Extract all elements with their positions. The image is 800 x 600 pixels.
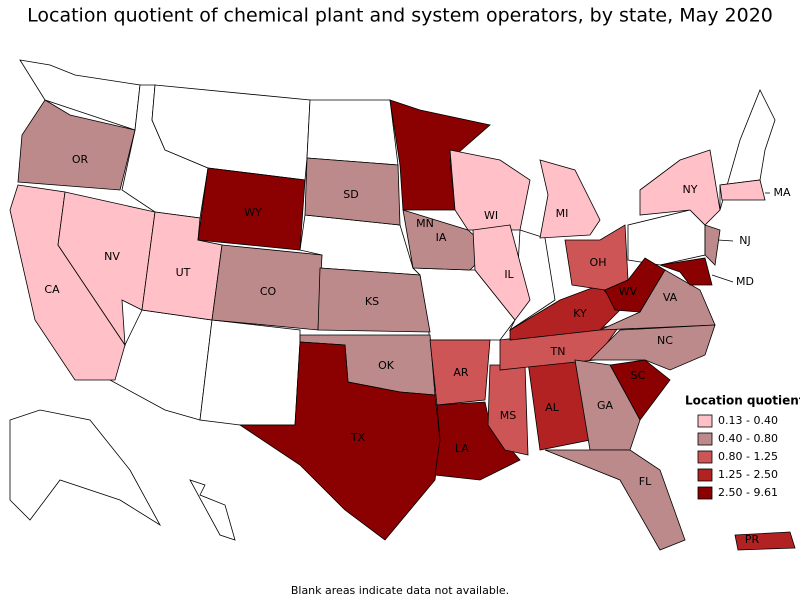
state-label: FL: [639, 475, 652, 488]
state-label: WI: [484, 209, 498, 222]
state: [734, 531, 796, 551]
state: [539, 159, 601, 239]
state: [659, 257, 713, 286]
state: [639, 149, 721, 226]
state-label: AL: [545, 401, 560, 414]
legend-label: 0.13 - 0.40: [718, 414, 778, 427]
leader-line: [711, 274, 734, 283]
state-label: TX: [350, 431, 366, 444]
leader-line: [717, 239, 734, 242]
state-label: CO: [260, 285, 277, 298]
legend-label: 0.80 - 1.25: [718, 450, 778, 463]
state: [429, 339, 491, 406]
state-label: MI: [556, 207, 569, 220]
state-label: SC: [631, 369, 646, 382]
state: [238, 341, 441, 541]
state-label: WY: [244, 206, 262, 219]
legend-swatch: [697, 414, 713, 428]
state-label: AR: [453, 366, 469, 379]
state-label: PR: [745, 533, 760, 546]
state-label: WV: [619, 285, 638, 298]
state-label: OH: [590, 256, 607, 269]
state: [719, 179, 766, 201]
state-label: MD: [736, 275, 754, 288]
legend-label: 0.40 - 0.80: [718, 432, 778, 445]
state: [704, 224, 721, 266]
state-label: MS: [500, 409, 516, 422]
state: [304, 157, 401, 226]
legend-label: 2.50 - 9.61: [718, 486, 778, 499]
map-title: Location quotient of chemical plant and …: [27, 5, 773, 27]
state-blank: [199, 319, 301, 426]
legend-title: Location quotient: [685, 394, 800, 408]
state-label: KY: [573, 307, 587, 320]
state: [574, 359, 641, 451]
state: [449, 149, 531, 231]
state-blank: [627, 209, 706, 266]
state-label: NJ: [739, 234, 750, 247]
state-blank: [9, 409, 162, 527]
state: [389, 99, 491, 211]
state-label: IL: [504, 268, 514, 281]
legend-swatch: [697, 432, 713, 446]
state-label: NV: [104, 250, 120, 263]
state-label: IA: [436, 231, 447, 244]
legend-swatch: [697, 468, 713, 482]
state-label: CA: [44, 283, 60, 296]
legend-swatch: [697, 450, 713, 464]
state-label: GA: [597, 399, 614, 412]
state-label: KS: [365, 295, 379, 308]
state-label: UT: [176, 266, 191, 279]
state: [197, 167, 306, 251]
state-label: LA: [455, 442, 469, 455]
states: [9, 59, 796, 551]
state-blank: [306, 99, 399, 166]
state-label: SD: [343, 188, 358, 201]
state-blank: [109, 309, 213, 421]
state-label: OR: [72, 153, 89, 166]
state-label: MN: [416, 217, 434, 230]
state: [317, 267, 431, 333]
state-label: NY: [683, 183, 698, 196]
state: [544, 449, 686, 551]
state: [434, 401, 521, 481]
legend-label: 1.25 - 2.50: [718, 468, 778, 481]
state-label: VA: [663, 291, 678, 304]
state-label: MA: [773, 186, 790, 199]
legend-swatch: [697, 486, 713, 500]
legend: 0.13 - 0.40 0.40 - 0.80 0.80 - 1.25 1.25 - …: [697, 414, 778, 500]
state-label: OK: [378, 359, 395, 372]
state-blank: [189, 479, 236, 541]
state-label: NC: [657, 334, 673, 347]
state-labels: OR CA NV UT WY CO SD MN WI MI IA IL KS OK TX AR LA MS AL TN…: [44, 153, 791, 546]
state: [17, 99, 136, 191]
footnote: Blank areas indicate data not available.: [291, 584, 509, 597]
state: [472, 224, 531, 321]
state-label: TN: [550, 345, 566, 358]
